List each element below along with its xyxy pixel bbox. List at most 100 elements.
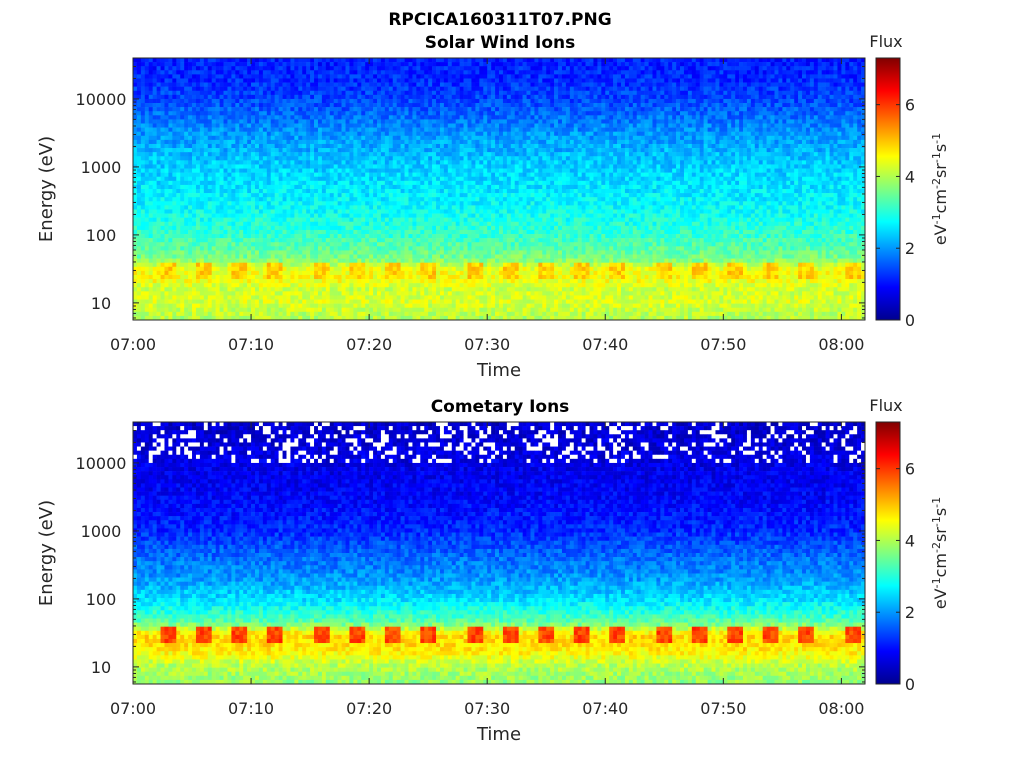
heatmap-cell bbox=[676, 119, 681, 124]
heatmap-cell bbox=[499, 74, 504, 79]
heatmap-cell bbox=[495, 127, 500, 132]
heatmap-cell bbox=[219, 152, 224, 157]
heatmap-cell bbox=[239, 127, 244, 132]
heatmap-cell bbox=[703, 82, 708, 87]
heatmap-cell bbox=[786, 131, 791, 137]
heatmap-cell bbox=[286, 74, 291, 79]
heatmap-cell bbox=[660, 111, 665, 116]
heatmap-cell bbox=[373, 90, 378, 96]
heatmap-cell bbox=[640, 62, 645, 67]
heatmap-cell bbox=[510, 94, 516, 100]
heatmap-cell bbox=[636, 135, 641, 141]
heatmap-cell bbox=[349, 82, 354, 87]
heatmap-cell bbox=[546, 139, 551, 145]
heatmap-cell bbox=[270, 135, 275, 141]
heatmap-cell bbox=[538, 98, 543, 104]
heatmap-cell bbox=[609, 74, 614, 79]
heatmap-cell bbox=[731, 62, 736, 67]
heatmap-cell bbox=[715, 164, 720, 169]
heatmap-cell bbox=[774, 74, 779, 79]
heatmap-cell bbox=[502, 156, 508, 161]
heatmap-cell bbox=[349, 70, 354, 75]
heatmap-cell bbox=[506, 103, 512, 108]
heatmap-cell bbox=[601, 107, 606, 112]
heatmap-cell bbox=[817, 127, 823, 132]
heatmap-cell bbox=[798, 90, 803, 96]
heatmap-cell bbox=[341, 160, 346, 165]
heatmap-cell bbox=[813, 139, 819, 145]
heatmap-cell bbox=[140, 103, 146, 108]
heatmap-cell bbox=[294, 156, 299, 161]
heatmap-cell bbox=[778, 111, 783, 116]
heatmap-cell bbox=[274, 160, 279, 165]
heatmap-cell bbox=[691, 148, 697, 153]
heatmap-cell bbox=[266, 62, 272, 67]
heatmap-cell bbox=[314, 123, 319, 128]
heatmap-cell bbox=[573, 123, 579, 128]
heatmap-cell bbox=[227, 115, 232, 120]
heatmap-cell bbox=[325, 123, 331, 128]
heatmap-cell bbox=[621, 70, 626, 75]
heatmap-cell bbox=[377, 135, 382, 141]
heatmap-cell bbox=[479, 62, 484, 67]
heatmap-cell bbox=[577, 135, 582, 141]
heatmap-cell bbox=[499, 152, 504, 157]
heatmap-cell bbox=[258, 164, 264, 169]
heatmap-cell bbox=[565, 148, 571, 153]
heatmap-cell bbox=[585, 119, 590, 124]
heatmap-cell bbox=[542, 160, 547, 165]
heatmap-cell bbox=[813, 131, 819, 137]
heatmap-cell bbox=[168, 160, 173, 165]
heatmap-cell bbox=[774, 143, 779, 149]
heatmap-cell bbox=[345, 135, 350, 141]
heatmap-cell bbox=[258, 127, 264, 132]
heatmap-cell bbox=[605, 119, 610, 124]
heatmap-cell bbox=[447, 94, 453, 100]
heatmap-cell bbox=[251, 111, 256, 116]
heatmap-cell bbox=[672, 148, 677, 153]
heatmap-cell bbox=[723, 127, 728, 132]
heatmap-cell bbox=[664, 135, 669, 141]
heatmap-cell bbox=[746, 127, 752, 132]
heatmap-cell bbox=[310, 143, 315, 149]
heatmap-cell bbox=[483, 94, 488, 100]
heatmap-cell bbox=[365, 131, 370, 137]
heatmap-cell bbox=[573, 74, 579, 79]
heatmap-cell bbox=[743, 135, 748, 141]
heatmap-cell bbox=[723, 82, 728, 87]
heatmap-cell bbox=[534, 70, 539, 75]
heatmap-cell bbox=[239, 131, 244, 137]
heatmap-cell bbox=[750, 127, 756, 132]
heatmap-cell bbox=[530, 82, 535, 87]
heatmap-cell bbox=[219, 90, 224, 96]
heatmap-cell bbox=[664, 139, 669, 145]
heatmap-cell bbox=[164, 82, 169, 87]
heatmap-cell bbox=[554, 131, 559, 137]
heatmap-cell bbox=[809, 131, 815, 137]
heatmap-cell bbox=[329, 139, 335, 145]
heatmap-cell bbox=[192, 115, 197, 120]
heatmap-cell bbox=[758, 103, 763, 108]
heatmap-cell bbox=[585, 164, 590, 169]
heatmap-cell bbox=[353, 119, 358, 124]
heatmap-cell bbox=[471, 82, 476, 87]
heatmap-cell bbox=[554, 70, 559, 75]
heatmap-cell bbox=[699, 156, 704, 161]
heatmap-cell bbox=[683, 86, 689, 92]
heatmap-cell bbox=[396, 156, 401, 161]
heatmap-cell bbox=[794, 78, 799, 83]
heatmap-cell bbox=[298, 103, 303, 108]
heatmap-cell bbox=[861, 119, 866, 124]
heatmap-cell bbox=[266, 82, 272, 87]
heatmap-cell bbox=[408, 164, 413, 169]
heatmap-cell bbox=[502, 119, 508, 124]
heatmap-cell bbox=[805, 58, 811, 63]
heatmap-cell bbox=[554, 66, 559, 71]
heatmap-cell bbox=[601, 139, 606, 145]
heatmap-cell bbox=[447, 78, 453, 83]
heatmap-cell bbox=[380, 119, 386, 124]
heatmap-cell bbox=[451, 127, 457, 132]
heatmap-cell bbox=[471, 156, 476, 161]
heatmap-cell bbox=[432, 160, 437, 165]
heatmap-cell bbox=[436, 148, 441, 153]
